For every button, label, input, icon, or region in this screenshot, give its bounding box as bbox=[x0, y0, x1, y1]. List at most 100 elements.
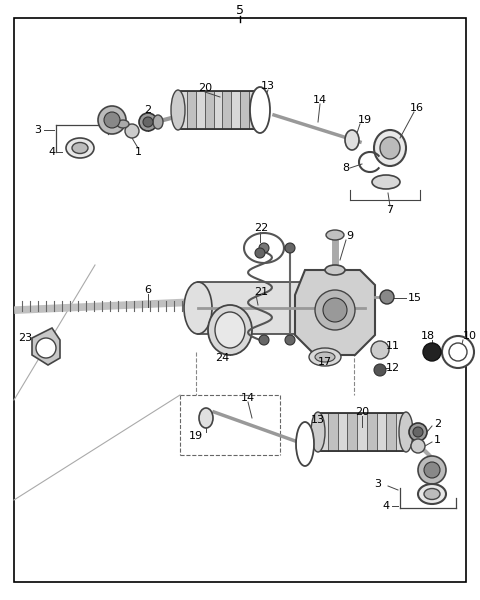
Circle shape bbox=[36, 338, 56, 358]
Circle shape bbox=[409, 423, 427, 441]
Circle shape bbox=[125, 124, 139, 138]
Polygon shape bbox=[295, 270, 375, 355]
Ellipse shape bbox=[215, 312, 245, 348]
Text: 9: 9 bbox=[346, 231, 353, 241]
Ellipse shape bbox=[326, 230, 344, 240]
Circle shape bbox=[285, 243, 295, 253]
Ellipse shape bbox=[309, 348, 341, 366]
Bar bbox=[348, 413, 357, 451]
Text: 1: 1 bbox=[434, 435, 441, 445]
Text: 11: 11 bbox=[386, 341, 400, 351]
Ellipse shape bbox=[251, 90, 265, 130]
Bar bbox=[357, 413, 367, 451]
Ellipse shape bbox=[184, 282, 212, 334]
Ellipse shape bbox=[171, 90, 185, 130]
Bar bbox=[337, 413, 348, 451]
Bar bbox=[377, 413, 386, 451]
Circle shape bbox=[374, 364, 386, 376]
Ellipse shape bbox=[418, 484, 446, 504]
Ellipse shape bbox=[72, 142, 88, 154]
Bar bbox=[204, 91, 214, 129]
Bar bbox=[367, 413, 377, 451]
Bar bbox=[214, 91, 222, 129]
Circle shape bbox=[259, 335, 269, 345]
Text: 8: 8 bbox=[342, 163, 349, 173]
Ellipse shape bbox=[424, 488, 440, 499]
Text: 3: 3 bbox=[34, 125, 41, 135]
Ellipse shape bbox=[449, 343, 467, 361]
Circle shape bbox=[418, 456, 446, 484]
Circle shape bbox=[255, 248, 265, 258]
Circle shape bbox=[413, 427, 423, 437]
Circle shape bbox=[423, 343, 441, 361]
Text: 20: 20 bbox=[355, 407, 369, 417]
Ellipse shape bbox=[117, 120, 129, 128]
Ellipse shape bbox=[199, 408, 213, 428]
Text: 6: 6 bbox=[144, 285, 152, 295]
Text: 3: 3 bbox=[374, 479, 382, 489]
Text: 4: 4 bbox=[383, 501, 390, 511]
Polygon shape bbox=[32, 328, 60, 365]
Circle shape bbox=[424, 462, 440, 478]
Circle shape bbox=[259, 243, 269, 253]
Bar bbox=[178, 91, 187, 129]
Text: 22: 22 bbox=[254, 223, 268, 233]
Bar bbox=[318, 413, 406, 451]
Text: 24: 24 bbox=[215, 353, 229, 363]
Text: 13: 13 bbox=[311, 415, 325, 425]
Circle shape bbox=[143, 117, 153, 127]
Ellipse shape bbox=[153, 115, 163, 129]
Ellipse shape bbox=[66, 138, 94, 158]
Text: 13: 13 bbox=[261, 81, 275, 91]
Circle shape bbox=[315, 290, 355, 330]
Circle shape bbox=[411, 439, 425, 453]
Ellipse shape bbox=[345, 130, 359, 150]
Circle shape bbox=[285, 335, 295, 345]
Bar bbox=[187, 91, 196, 129]
Ellipse shape bbox=[296, 422, 314, 466]
Circle shape bbox=[380, 290, 394, 304]
Bar bbox=[198, 282, 355, 334]
Circle shape bbox=[139, 113, 157, 131]
Text: 12: 12 bbox=[386, 363, 400, 373]
Text: 10: 10 bbox=[463, 331, 477, 341]
Text: 21: 21 bbox=[254, 287, 268, 297]
Circle shape bbox=[323, 298, 347, 322]
Ellipse shape bbox=[208, 305, 252, 355]
Text: 4: 4 bbox=[48, 147, 55, 157]
Ellipse shape bbox=[250, 87, 270, 133]
Text: 7: 7 bbox=[386, 205, 394, 215]
Bar bbox=[249, 91, 258, 129]
Text: 5: 5 bbox=[236, 4, 244, 16]
Text: 19: 19 bbox=[358, 115, 372, 125]
Circle shape bbox=[104, 112, 120, 128]
Circle shape bbox=[371, 341, 389, 359]
Ellipse shape bbox=[325, 265, 345, 275]
Text: 2: 2 bbox=[144, 105, 152, 115]
Bar bbox=[196, 91, 204, 129]
Bar bbox=[396, 413, 406, 451]
Text: 2: 2 bbox=[434, 419, 441, 429]
Text: 23: 23 bbox=[18, 333, 32, 343]
Bar bbox=[328, 413, 337, 451]
Text: 19: 19 bbox=[189, 431, 203, 441]
Text: 17: 17 bbox=[318, 357, 332, 367]
Ellipse shape bbox=[315, 352, 335, 362]
Text: 18: 18 bbox=[421, 331, 435, 341]
Text: 15: 15 bbox=[408, 293, 422, 303]
Text: 14: 14 bbox=[241, 393, 255, 403]
Circle shape bbox=[98, 106, 126, 134]
Bar bbox=[318, 413, 328, 451]
Ellipse shape bbox=[372, 175, 400, 189]
Ellipse shape bbox=[311, 412, 325, 452]
Text: 20: 20 bbox=[198, 83, 212, 93]
Ellipse shape bbox=[374, 130, 406, 166]
Ellipse shape bbox=[442, 336, 474, 368]
Ellipse shape bbox=[341, 282, 369, 334]
Bar bbox=[231, 91, 240, 129]
Text: 16: 16 bbox=[410, 103, 424, 113]
Text: 14: 14 bbox=[313, 95, 327, 105]
Bar bbox=[222, 91, 231, 129]
Bar bbox=[240, 91, 249, 129]
Text: 1: 1 bbox=[134, 147, 142, 157]
